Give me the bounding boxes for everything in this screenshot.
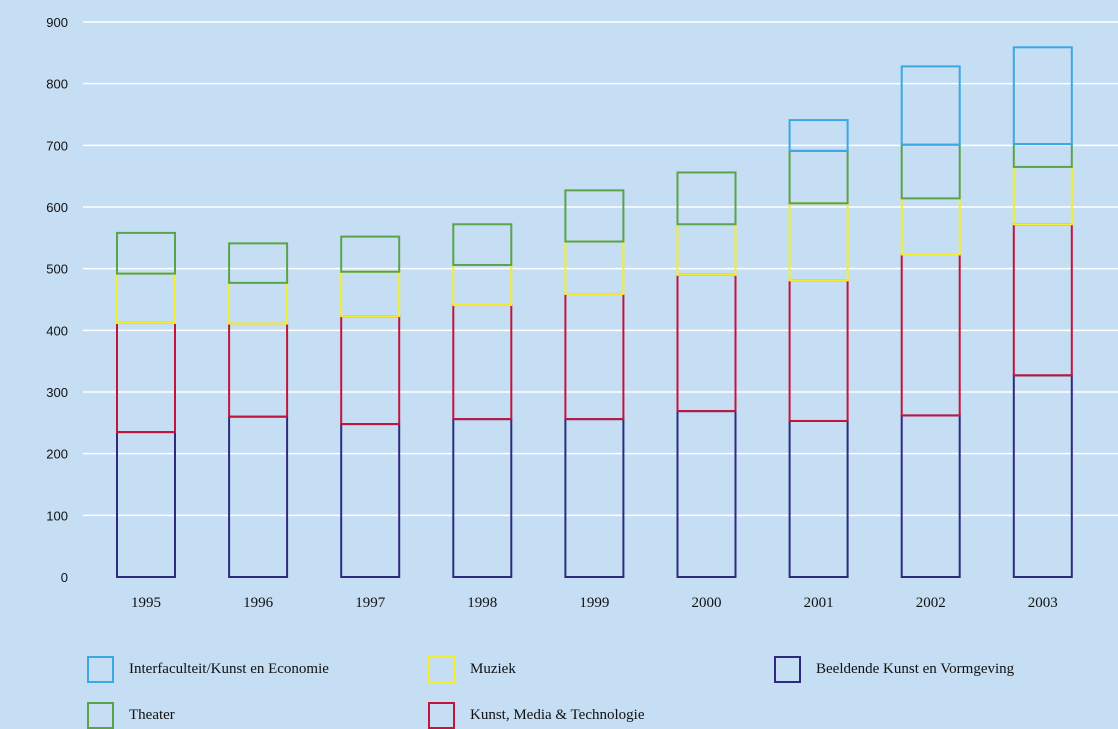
x-tick-label-1999: 1999 xyxy=(579,595,609,611)
bar-segment-1997-2 xyxy=(340,270,401,318)
bar-segment-1999-3 xyxy=(564,189,625,243)
bar-segment-1999-2 xyxy=(564,240,625,295)
y-tick-label-200: 200 xyxy=(46,447,68,462)
bar-segment-1996-1 xyxy=(228,322,289,418)
bar-segment-2001-4 xyxy=(788,119,849,152)
y-tick-label-900: 900 xyxy=(46,15,68,30)
bar-segment-1998-1 xyxy=(452,304,513,421)
x-tick-label-1995: 1995 xyxy=(131,595,161,611)
bar-segment-1997-3 xyxy=(340,235,401,273)
bar-segment-1995-1 xyxy=(116,321,176,434)
bar-segment-1995-3 xyxy=(116,231,176,275)
bar-segment-2000-3 xyxy=(676,171,737,226)
y-tick-label-800: 800 xyxy=(46,77,68,92)
bar-segment-2000-1 xyxy=(676,273,737,413)
bar-segment-2000-0 xyxy=(676,410,737,578)
bar-segment-2003-4 xyxy=(1012,46,1073,146)
bar-segment-1998-2 xyxy=(452,263,513,307)
bar-segment-2003-1 xyxy=(1012,223,1073,377)
y-tick-label-400: 400 xyxy=(46,323,68,338)
bars xyxy=(116,46,1073,579)
y-axis: 0 100 200 300 400 500 600 700 800 900 xyxy=(46,15,68,585)
y-tick-label-700: 700 xyxy=(46,138,68,153)
x-tick-label-2000: 2000 xyxy=(692,595,722,611)
bar-segment-1996-3 xyxy=(228,242,289,284)
bar-segment-2000-2 xyxy=(676,223,737,276)
bar-segment-2003-0 xyxy=(1012,374,1073,578)
x-tick-label-2002: 2002 xyxy=(916,595,946,611)
bar-segment-2001-1 xyxy=(788,279,849,422)
y-tick-label-0: 0 xyxy=(61,570,68,585)
x-tick-label-1998: 1998 xyxy=(467,595,497,611)
x-tick-label-1996: 1996 xyxy=(243,595,274,611)
y-tick-label-600: 600 xyxy=(46,200,68,215)
bar-segment-2001-3 xyxy=(788,149,849,205)
bar-segment-1997-1 xyxy=(340,315,401,426)
x-axis: 1995 1996 1997 1998 1999 2000 2001 2002 2003 xyxy=(131,595,1058,611)
gridlines xyxy=(83,21,1118,517)
bar-segment-2002-0 xyxy=(900,414,961,578)
bar-segment-2002-4 xyxy=(900,65,961,146)
bar-segment-1999-0 xyxy=(564,418,625,578)
bar-segment-1997-0 xyxy=(340,423,401,579)
bar-segment-2003-2 xyxy=(1012,165,1073,226)
bar-segment-1996-0 xyxy=(228,415,289,578)
x-tick-label-1997: 1997 xyxy=(355,595,386,611)
bar-segment-2002-3 xyxy=(900,143,961,200)
x-tick-label-2003: 2003 xyxy=(1028,595,1058,611)
bar-segment-2003-3 xyxy=(1012,143,1073,168)
bar-segment-1995-2 xyxy=(116,272,176,324)
bar-segment-1996-2 xyxy=(228,281,289,325)
y-tick-label-500: 500 xyxy=(46,262,68,277)
bar-segment-2001-0 xyxy=(788,419,849,578)
bar-segment-1998-3 xyxy=(452,223,513,266)
bar-segment-1999-1 xyxy=(564,292,625,421)
bar-segment-1998-0 xyxy=(452,418,513,578)
y-tick-label-300: 300 xyxy=(46,385,68,400)
x-tick-label-2001: 2001 xyxy=(804,595,834,611)
y-tick-label-100: 100 xyxy=(46,508,68,523)
